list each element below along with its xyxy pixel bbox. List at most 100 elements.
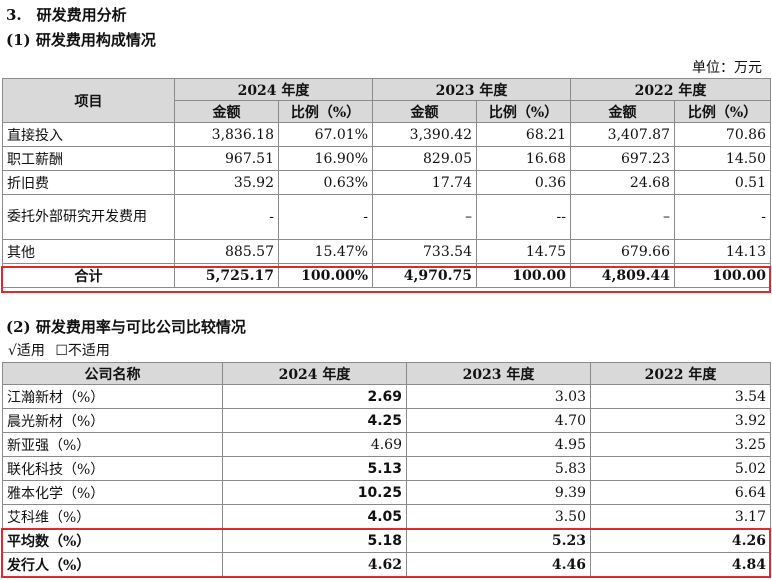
cell: 4.62	[222, 552, 407, 577]
header-ratio: 比例（%）	[476, 100, 571, 123]
company-name: 艾科维（%）	[2, 504, 223, 529]
cell: 733.54	[372, 239, 477, 264]
header-year-2022: 2022 年度	[590, 362, 771, 385]
cell: 3,390.42	[372, 122, 477, 147]
cell: 3.25	[590, 432, 771, 457]
cell: 68.21	[476, 122, 571, 147]
table-row: 职工薪酬 967.51 16.90% 829.05 16.68 697.23 1…	[2, 146, 771, 171]
rd-expense-composition-table: 项目 2024 年度 2023 年度 2022 年度 金额 比例（%） 金额 比…	[2, 78, 771, 288]
cell: 967.51	[174, 146, 279, 171]
cell: 14.50	[674, 146, 771, 171]
header-year-2024: 2024 年度	[174, 78, 373, 101]
cell: 4.84	[590, 552, 771, 577]
cell: 3.17	[590, 504, 771, 529]
cell: 17.74	[372, 170, 477, 195]
cell: 5.13	[222, 456, 407, 481]
cell: 100.00	[476, 263, 571, 288]
cell: 9.39	[406, 480, 591, 505]
rd-rate-comparison-table: 公司名称 2024 年度 2023 年度 2022 年度 江瀚新材（%） 2.6…	[2, 362, 771, 577]
row-item: 职工薪酬	[2, 146, 175, 171]
table-row: 联化科技（%） 5.13 5.83 5.02	[2, 456, 771, 481]
cell: 3.50	[406, 504, 591, 529]
table-row: 新亚强（%） 4.69 4.95 3.25	[2, 432, 771, 457]
cell: 3,836.18	[174, 122, 279, 147]
row-item: 其他	[2, 239, 175, 264]
cell: 697.23	[570, 146, 675, 171]
cell: 3,407.87	[570, 122, 675, 147]
unit-label: 单位：万元	[692, 60, 762, 76]
header-year-2023: 2023 年度	[406, 362, 591, 385]
cell: 24.68	[570, 170, 675, 195]
cell: 3.92	[590, 408, 771, 433]
cell: 67.01%	[278, 122, 373, 147]
cell: -	[174, 194, 279, 240]
cell: 4.26	[590, 528, 771, 553]
cell: 5.23	[406, 528, 591, 553]
cell: 15.47%	[278, 239, 373, 264]
table-row: 江瀚新材（%） 2.69 3.03 3.54	[2, 384, 771, 409]
cell: 6.64	[590, 480, 771, 505]
cell: –	[570, 194, 675, 240]
cell: 14.13	[674, 239, 771, 264]
total-row: 合计 5,725.17 100.00% 4,970.75 100.00 4,80…	[2, 263, 771, 288]
cell: 0.36	[476, 170, 571, 195]
applicability-options: √适用 ☐不适用	[8, 340, 110, 360]
cell: 70.86	[674, 122, 771, 147]
table-row: 委托外部研究开发费用 - - – -- – -	[2, 194, 771, 240]
table-row: 雅本化学（%） 10.25 9.39 6.64	[2, 480, 771, 505]
company-name: 联化科技（%）	[2, 456, 223, 481]
cell: --	[476, 194, 571, 240]
cell: 5.18	[222, 528, 407, 553]
cell: 4,970.75	[372, 263, 477, 288]
header-ratio: 比例（%）	[674, 100, 771, 123]
cell: 2.69	[222, 384, 407, 409]
cell: 4.69	[222, 432, 407, 457]
cell: 885.57	[174, 239, 279, 264]
cell: 4.95	[406, 432, 591, 457]
cell: 14.75	[476, 239, 571, 264]
not-applicable-option: ☐不适用	[55, 343, 110, 359]
subheading-composition: (1) 研发费用构成情况	[6, 31, 156, 49]
header-ratio: 比例（%）	[278, 100, 373, 123]
cell: 0.63%	[278, 170, 373, 195]
cell: 16.68	[476, 146, 571, 171]
cell: 100.00	[674, 263, 771, 288]
company-name: 晨光新材（%）	[2, 408, 223, 433]
cell: 3.03	[406, 384, 591, 409]
cell: 4,809.44	[570, 263, 675, 288]
cell: 5.02	[590, 456, 771, 481]
header-year-2022: 2022 年度	[570, 78, 771, 101]
table-row: 艾科维（%） 4.05 3.50 3.17	[2, 504, 771, 529]
company-name: 新亚强（%）	[2, 432, 223, 457]
cell: 5.83	[406, 456, 591, 481]
cell: 3.54	[590, 384, 771, 409]
table-row: 直接投入 3,836.18 67.01% 3,390.42 68.21 3,40…	[2, 122, 771, 147]
row-item: 折旧费	[2, 170, 175, 195]
cell: 4.46	[406, 552, 591, 577]
cell: 16.90%	[278, 146, 373, 171]
cell: 0.51	[674, 170, 771, 195]
cell: 5,725.17	[174, 263, 279, 288]
header-year-2023: 2023 年度	[372, 78, 571, 101]
cell: 35.92	[174, 170, 279, 195]
cell: 4.05	[222, 504, 407, 529]
average-row: 平均数（%） 5.18 5.23 4.26	[2, 528, 771, 553]
row-item: 委托外部研究开发费用	[2, 194, 175, 240]
issuer-label: 发行人（%）	[2, 552, 223, 577]
cell: –	[372, 194, 477, 240]
section-heading: 3. 研发费用分析	[6, 6, 127, 24]
cell: -	[278, 194, 373, 240]
cell: 10.25	[222, 480, 407, 505]
average-label: 平均数（%）	[2, 528, 223, 553]
header-amount: 金额	[372, 100, 477, 123]
cell: 829.05	[372, 146, 477, 171]
cell: 4.70	[406, 408, 591, 433]
row-item: 直接投入	[2, 122, 175, 147]
issuer-row: 发行人（%） 4.62 4.46 4.84	[2, 552, 771, 577]
header-amount: 金额	[570, 100, 675, 123]
company-name: 江瀚新材（%）	[2, 384, 223, 409]
table-row: 折旧费 35.92 0.63% 17.74 0.36 24.68 0.51	[2, 170, 771, 195]
cell: -	[674, 194, 771, 240]
subheading-comparison: (2) 研发费用率与可比公司比较情况	[6, 318, 246, 336]
cell: 679.66	[570, 239, 675, 264]
